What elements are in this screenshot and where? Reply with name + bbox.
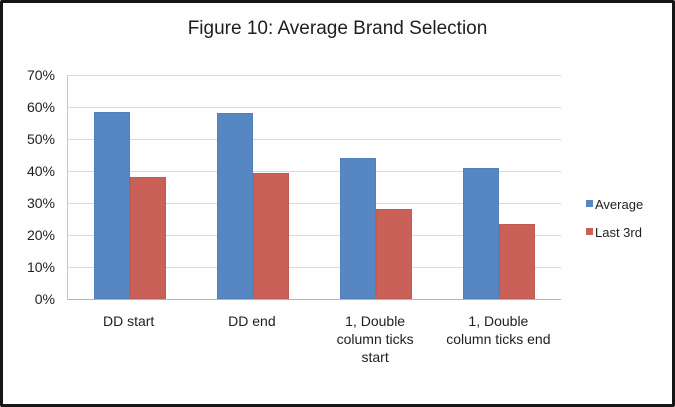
y-tick-label-50: 50% (26, 131, 55, 147)
gridline-60 (68, 107, 561, 108)
legend-label: Last 3rd (595, 225, 642, 240)
legend: Average Last 3rd (586, 197, 643, 253)
x-tick-label-line: DD start (102, 313, 155, 329)
gridline-20 (68, 235, 561, 236)
bar-last-3rd-2 (376, 209, 413, 299)
x-tick-label-2: 1, Double column ticks start (314, 312, 437, 366)
bar-average-2 (340, 158, 377, 299)
x-tick-label-line: 1, Double (468, 313, 529, 329)
x-tick-label-0: DD start (67, 312, 190, 330)
y-tick-label-40: 40% (26, 163, 55, 179)
gridline-30 (68, 203, 561, 204)
x-tick-label-line: start (361, 349, 389, 365)
bar-last-3rd-3 (499, 223, 536, 299)
bar-last-3rd-1 (252, 172, 289, 299)
y-tick-label-10: 10% (26, 259, 55, 275)
plot-area (67, 75, 561, 300)
y-tick-label-30: 30% (26, 195, 55, 211)
chart-title: Figure 10: Average Brand Selection (187, 18, 488, 39)
legend-entry-last-3rd: Last 3rd (586, 225, 643, 243)
bar-last-3rd-0 (129, 177, 166, 299)
x-tick-label-line: DD end (228, 313, 276, 329)
gridline-50 (68, 139, 561, 140)
x-tick-label-line: 1, Double (345, 313, 406, 329)
y-tick-label-70: 70% (26, 67, 55, 83)
bar-average-0 (93, 111, 130, 299)
bar-average-1 (216, 113, 253, 299)
x-tick-label-line: column ticks end (446, 331, 551, 347)
bar-average-3 (463, 167, 500, 299)
x-tick-label-line: column ticks (336, 331, 414, 347)
y-tick-label-0: 0% (34, 291, 55, 307)
gridline-40 (68, 171, 561, 172)
legend-marker-icon (586, 228, 593, 235)
y-tick-label-20: 20% (26, 227, 55, 243)
legend-entry-average: Average (586, 197, 643, 215)
x-tick-label-1: DD end (190, 312, 313, 330)
legend-marker-icon (586, 200, 593, 207)
gridline-70 (68, 75, 561, 76)
y-tick-label-60: 60% (26, 99, 55, 115)
legend-label: Average (595, 197, 644, 212)
x-tick-label-3: 1, Double column ticks end (437, 312, 560, 348)
y-axis: 0% 10% 20% 30% 40% 50% 60% 70% (3, 67, 55, 307)
gridline-10 (68, 267, 561, 268)
